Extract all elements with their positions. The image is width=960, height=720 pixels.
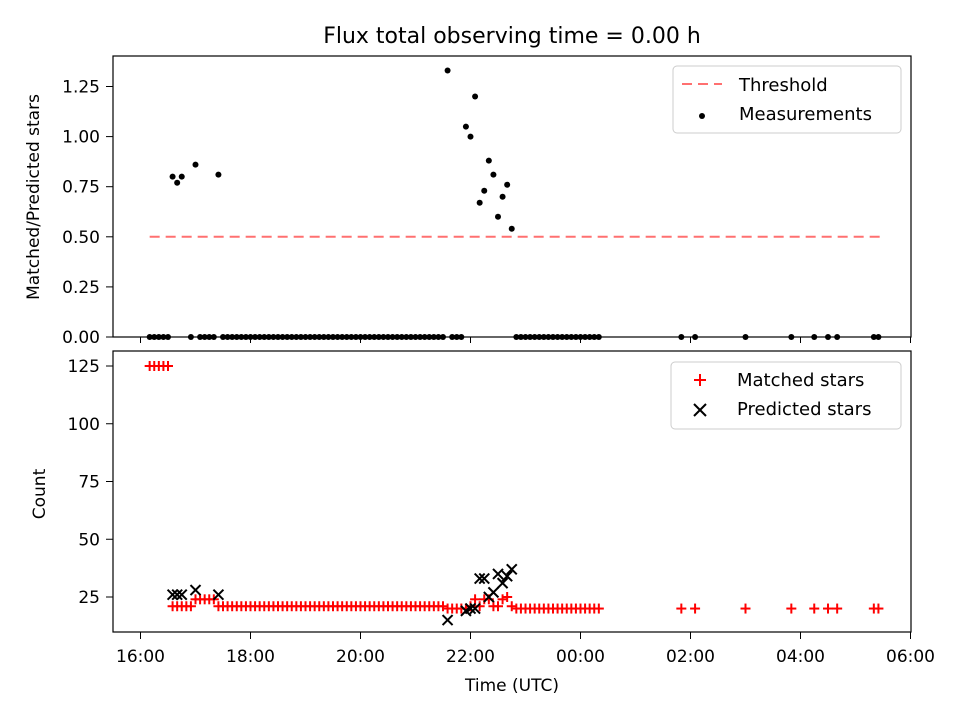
x-axis-label: Time (UTC) <box>464 676 559 696</box>
measurement-point <box>178 173 185 180</box>
top-y-tick-label: 0.00 <box>62 328 100 348</box>
predicted-star-marker <box>473 572 486 585</box>
predicted-star-marker <box>212 588 225 601</box>
predicted-stars-series <box>166 563 518 626</box>
bottom-x-ticks: 16:00 18:00 20:00 22:00 00:00 02:00 04:00 06:00 <box>116 632 935 667</box>
predicted-star-marker <box>464 602 477 615</box>
measurement-point <box>472 93 479 100</box>
measurement-point <box>467 133 474 140</box>
bottom-x-tick-label: 16:00 <box>116 647 165 667</box>
matched-star-marker <box>873 603 884 614</box>
bottom-x-tick-label: 22:00 <box>446 647 495 667</box>
measurement-point <box>485 157 492 164</box>
bottom-x-tick-label: 20:00 <box>336 647 385 667</box>
measurement-point <box>462 123 469 130</box>
legend-matched-label: Matched stars <box>737 370 864 391</box>
matched-star-marker <box>823 603 833 614</box>
bottom-x-tick-label: 06:00 <box>886 647 935 667</box>
bottom-legend: Matched stars Predicted stars <box>670 361 902 430</box>
predicted-star-marker <box>506 563 518 575</box>
matched-star-marker <box>185 601 196 612</box>
bottom-y-tick-label: 75 <box>78 473 100 493</box>
matched-star-marker <box>470 594 481 605</box>
top-y-axis-label: Matched/Predicted stars <box>24 94 44 300</box>
top-panel: 0.00 0.25 0.50 0.75 1.00 1.25 Matched/Predict… <box>24 55 912 348</box>
measurement-point <box>508 225 515 232</box>
matched-star-marker <box>497 594 508 605</box>
predicted-star-marker <box>501 570 513 582</box>
matched-star-marker <box>506 601 517 612</box>
measurement-point <box>481 187 488 194</box>
predicted-star-marker <box>469 602 481 615</box>
top-y-tick-label: 0.75 <box>62 178 100 198</box>
predicted-star-marker <box>492 568 504 580</box>
predicted-star-marker <box>478 572 490 585</box>
bottom-x-tick-label: 00:00 <box>556 647 605 667</box>
legend-measurements-swatch <box>699 113 705 119</box>
top-y-tick-label: 0.25 <box>62 278 100 298</box>
measurement-point <box>495 213 501 220</box>
bottom-y-tick-label: 100 <box>68 415 100 435</box>
top-y-tick-label: 1.00 <box>62 128 100 148</box>
legend-predicted-label: Predicted stars <box>737 399 871 420</box>
legend-measurements-label: Measurements <box>739 104 872 125</box>
legend-matched-swatch <box>694 374 706 386</box>
predicted-star-marker <box>171 588 183 601</box>
measurement-point <box>215 171 222 178</box>
top-legend: Threshold Measurements <box>672 65 902 134</box>
bottom-panel: 25 50 75 100 125 16:00 18:00 20:00 22:00 00:00 02… <box>30 350 935 696</box>
matched-star-marker <box>809 603 820 614</box>
measurement-point <box>192 161 199 168</box>
top-legend-box <box>672 65 902 134</box>
legend-threshold-label: Threshold <box>738 75 828 96</box>
predicted-star-marker <box>166 588 179 601</box>
top-y-tick-label: 1.25 <box>62 78 100 98</box>
predicted-star-marker <box>496 577 509 589</box>
predicted-star-marker <box>189 584 202 596</box>
matched-star-marker <box>493 601 503 612</box>
bottom-x-tick-label: 02:00 <box>666 647 715 667</box>
bottom-y-tick-label: 50 <box>78 530 100 550</box>
top-y-ticks: 0.00 0.25 0.50 0.75 1.00 1.25 <box>62 78 113 348</box>
bottom-y-axis-label: Count <box>30 468 50 519</box>
matched-star-marker <box>676 603 687 614</box>
matched-star-marker <box>690 603 701 614</box>
matched-star-marker <box>163 361 173 371</box>
measurement-point <box>169 173 176 180</box>
bottom-y-tick-label: 25 <box>78 588 100 608</box>
matched-star-marker <box>438 601 448 612</box>
matched-star-marker <box>502 592 513 602</box>
matched-star-marker <box>740 603 751 614</box>
measurement-point <box>476 199 483 206</box>
top-y-tick-label: 0.50 <box>62 228 100 248</box>
legend-predicted-swatch <box>693 403 707 417</box>
measurement-point <box>444 67 451 74</box>
bottom-axes-frame <box>112 350 912 633</box>
matched-star-marker <box>593 603 604 614</box>
matched-star-marker <box>832 603 843 614</box>
bottom-legend-box <box>670 361 902 430</box>
bottom-y-ticks: 25 50 75 100 125 <box>68 357 113 608</box>
measurement-point <box>174 179 181 186</box>
predicted-star-marker <box>487 586 500 599</box>
top-axes-frame <box>112 55 912 338</box>
measurement-point <box>499 193 506 200</box>
predicted-star-marker <box>441 614 454 626</box>
measurement-point <box>490 171 497 178</box>
matched-stars-series <box>144 361 884 614</box>
chart-title: Flux total observing time = 0.00 h <box>323 24 701 49</box>
predicted-star-marker <box>176 588 188 601</box>
matched-star-marker <box>786 603 797 614</box>
measurement-point <box>504 181 511 188</box>
bottom-x-tick-label: 04:00 <box>776 647 825 667</box>
bottom-x-tick-label: 18:00 <box>226 647 275 667</box>
bottom-y-tick-label: 125 <box>68 357 100 377</box>
